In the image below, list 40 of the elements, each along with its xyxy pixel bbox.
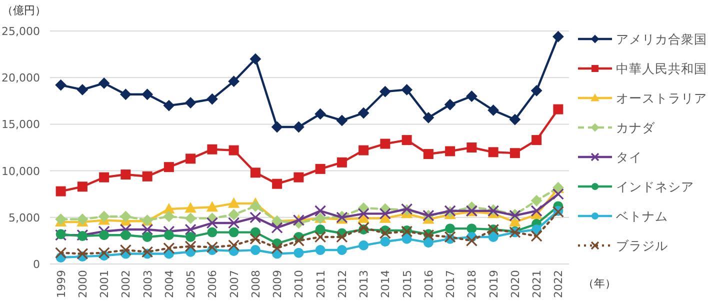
x-tick-label: 2020 [508, 270, 522, 298]
x-tick-label: 2006 [206, 270, 220, 298]
x-tick-label: 2016 [422, 270, 436, 298]
x-tick-label: 2013 [358, 270, 371, 298]
x-tick-label: 2004 [162, 270, 176, 298]
x-tick-label: 2021 [530, 270, 544, 298]
x-tick-label: 2019 [487, 270, 500, 298]
x-tick-label: 2011 [314, 270, 328, 298]
legend-label: タイ [616, 150, 642, 164]
x-tick-label: 2018 [466, 270, 479, 298]
x-tick-label: 2000 [76, 270, 90, 298]
x-tick-label: 2010 [292, 270, 306, 298]
y-tick-label: 15,000 [2, 118, 40, 132]
legend-label: 中華人民共和国 [616, 61, 707, 76]
x-tick-label: 2012 [336, 270, 349, 298]
x-tick-label: 2001 [98, 270, 112, 298]
x-tick-label: 2005 [184, 270, 198, 298]
legend-label: オーストラリア [616, 90, 707, 106]
y-tick-label: 10,000 [2, 164, 40, 178]
x-tick-label: 2002 [120, 270, 133, 298]
x-tick-label: 2003 [141, 270, 154, 298]
y-tick-label: 5,000 [8, 211, 40, 224]
y-tick-label: 0 [33, 258, 40, 271]
legend-label: アメリカ合衆国 [616, 32, 707, 46]
y-axis-title: （億円） [2, 4, 46, 17]
legend-label: ベトナム [616, 208, 668, 224]
legend-label: カナダ [616, 120, 656, 135]
x-tick-label: 1999 [54, 270, 68, 298]
x-tick-label: 2015 [400, 270, 414, 298]
x-tick-label: 2014 [379, 270, 392, 298]
x-tick-label: 2022 [552, 270, 566, 298]
y-tick-label: 20,000 [2, 72, 40, 85]
legend-label: ブラジル [616, 238, 668, 253]
x-tick-label: 2017 [444, 270, 458, 298]
x-tick-label: 2008 [249, 270, 262, 298]
legend-label: インドネシア [616, 179, 694, 194]
x-tick-label: 2009 [271, 270, 284, 298]
x-axis-title: （年） [583, 277, 616, 290]
y-tick-label: 25,000 [2, 25, 40, 38]
x-tick-label: 2007 [228, 270, 241, 298]
